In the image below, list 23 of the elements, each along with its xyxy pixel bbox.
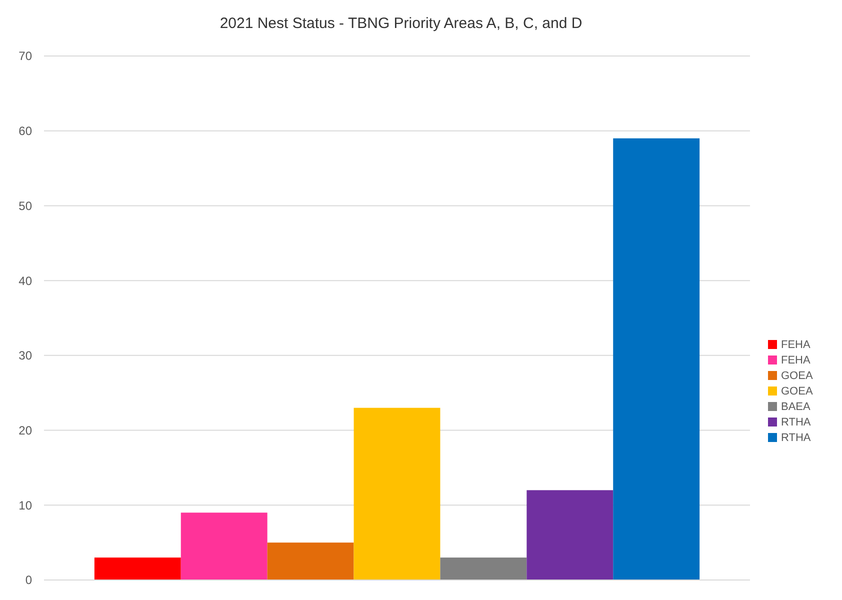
bar [267,542,354,580]
legend-label: FEHA [781,354,811,366]
bar [94,558,181,580]
chart-title: 2021 Nest Status - TBNG Priority Areas A, B, C, and D [220,15,582,32]
legend-label: FEHA [781,339,811,351]
y-tick-label: 10 [18,498,32,512]
y-tick-label: 50 [18,198,32,213]
bar [354,408,440,580]
y-tick-label: 70 [18,49,32,64]
bar [180,512,268,580]
legend-label: BAEA [781,401,812,413]
y-tick-label: 20 [18,423,32,438]
legend-label: RTHA [781,416,812,428]
legend-label: RTHA [781,432,812,444]
bar [613,138,700,580]
bar [526,490,614,580]
legend-label: GOEA [781,386,814,398]
y-tick-label: 40 [18,274,32,288]
bar [440,558,527,580]
y-tick-label: 30 [18,348,32,363]
y-tick-label: 60 [18,124,32,138]
y-tick-label: 0 [25,573,32,588]
legend-label: GOEA [781,370,814,382]
